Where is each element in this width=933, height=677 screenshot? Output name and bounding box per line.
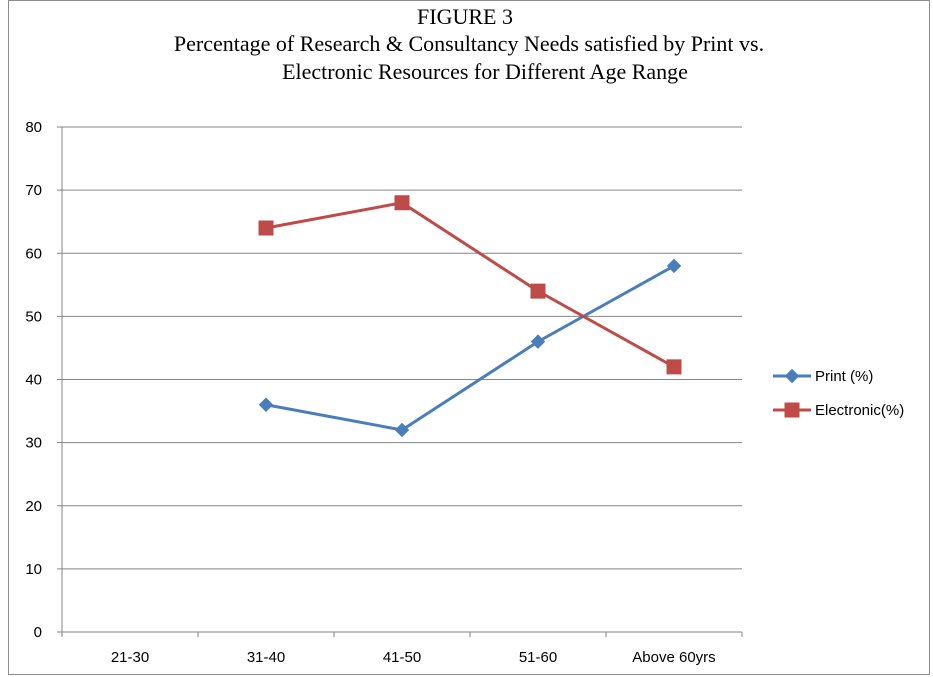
x-tick-label-51-60: 51-60 — [519, 649, 557, 666]
x-tick-label-41-50: 41-50 — [383, 649, 421, 666]
data-point-print-above-60yrs — [666, 258, 682, 274]
y-tick-label-80: 80 — [25, 119, 42, 136]
legend-marker-electronic — [784, 402, 800, 418]
y-tick-label-0: 0 — [34, 624, 42, 641]
y-tick-label-30: 30 — [25, 435, 42, 452]
data-point-electronic-above-60yrs — [666, 359, 682, 375]
x-tick-label-21-30: 21-30 — [111, 649, 149, 666]
legend-marker-print — [784, 368, 800, 384]
x-tick-label-31-40: 31-40 — [247, 649, 285, 666]
y-tick-label-20: 20 — [25, 498, 42, 515]
series-line-electronic — [265, 201, 675, 369]
x-tick-label-Above 60yrs: Above 60yrs — [632, 649, 715, 666]
legend-label-print: Print (%) — [815, 368, 873, 385]
chart-title: FIGURE 3 Percentage of Research & Consul… — [0, 4, 930, 86]
y-tick-label-10: 10 — [25, 561, 42, 578]
chart-title-line-1: FIGURE 3 — [417, 4, 513, 29]
chart-title-line-3: Electronic Resources for Different Age R… — [282, 59, 688, 84]
data-point-print-51-60 — [530, 334, 546, 349]
data-point-electronic-31-40 — [258, 220, 274, 236]
y-tick-label-40: 40 — [25, 372, 42, 389]
series-line-print — [265, 264, 675, 432]
chart-title-line-2: Percentage of Research & Consultancy Nee… — [173, 31, 765, 56]
data-point-electronic-41-50 — [394, 195, 410, 211]
y-tick-label-60: 60 — [25, 245, 42, 262]
data-point-electronic-51-60 — [530, 283, 546, 299]
y-tick-label-70: 70 — [25, 182, 42, 199]
chart-frame — [8, 0, 930, 675]
legend-label-electronic: Electronic(%) — [815, 402, 904, 419]
data-point-print-41-50 — [394, 422, 410, 438]
y-tick-label-50: 50 — [25, 308, 42, 325]
data-point-print-31-40 — [258, 397, 274, 412]
